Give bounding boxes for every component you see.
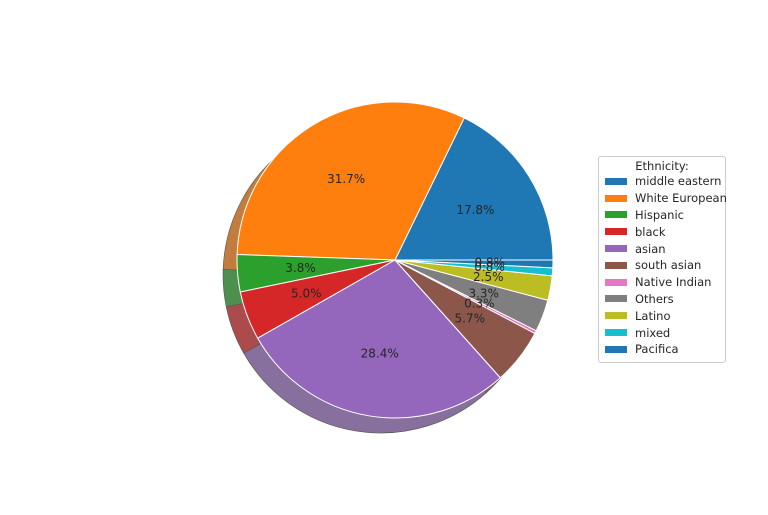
legend-item-south-asian: south asian xyxy=(599,257,725,274)
pct-label-hispanic: 3.8% xyxy=(285,261,316,275)
legend-label: south asian xyxy=(635,258,702,273)
legend-label: Hispanic xyxy=(635,207,684,222)
legend-swatch xyxy=(605,329,627,337)
pie-slices xyxy=(236,101,554,419)
pct-label-white-european: 31.7% xyxy=(327,172,365,186)
legend-title: Ethnicity: xyxy=(635,159,689,173)
slice-asian xyxy=(257,259,501,419)
pct-label-middle-eastern: 17.8% xyxy=(456,203,494,217)
legend-swatch xyxy=(605,261,627,269)
legend-swatch xyxy=(605,194,627,202)
pct-label-pacifica: 0.8% xyxy=(475,255,506,269)
legend-item-middle-eastern: middle eastern xyxy=(599,173,725,190)
slice-pacifica xyxy=(394,259,554,269)
legend-item-white-european: White European xyxy=(599,190,727,207)
pct-label-asian: 28.4% xyxy=(361,347,399,361)
legend-swatch xyxy=(605,245,627,253)
slice-middle-eastern xyxy=(394,117,554,261)
legend-label: Pacifica xyxy=(635,342,679,357)
legend-label: middle eastern xyxy=(635,174,722,189)
legend-item-native-indian: Native Indian xyxy=(599,274,725,291)
pct-label-mixed: 0.8% xyxy=(474,260,505,274)
legend-items: middle eastern White European Hispanic blac… xyxy=(599,173,727,358)
legend: Ethnicity: middle eastern White European H… xyxy=(598,156,727,363)
legend-label: black xyxy=(635,224,666,239)
legend-label: mixed xyxy=(635,325,671,340)
legend-item-asian: asian xyxy=(599,240,725,257)
slice-white-european xyxy=(236,101,465,261)
legend-swatch xyxy=(605,228,627,236)
legend-item-mixed: mixed xyxy=(599,324,725,341)
legend-label: White European xyxy=(635,191,727,206)
legend-label: Native Indian xyxy=(635,275,712,290)
pct-label-native-indian: 0.3% xyxy=(464,296,495,310)
pie-labels: 17.8% 31.7% 3.8% 5.0% 28.4% 5.7%0.3%3.3% 2.5%0… xyxy=(285,172,505,361)
legend-label: asian xyxy=(635,241,666,256)
pct-label-latino: 2.5% xyxy=(473,270,504,284)
pct-label-others: 3.3% xyxy=(468,286,499,300)
pct-label-south-asian: 5.7% xyxy=(455,311,486,325)
legend-item-others: Others xyxy=(599,291,725,308)
legend-item-black: black xyxy=(599,223,725,240)
legend-swatch xyxy=(605,295,627,303)
legend-swatch xyxy=(605,278,627,286)
legend-label: Latino xyxy=(635,308,671,323)
legend-swatch xyxy=(605,211,627,219)
pct-label-black: 5.0% xyxy=(291,286,322,300)
legend-item-hispanic: Hispanic xyxy=(599,207,725,224)
legend-swatch xyxy=(605,177,627,185)
legend-swatch xyxy=(605,312,627,320)
legend-item-pacifica: Pacifica xyxy=(599,341,725,358)
legend-label: Others xyxy=(635,291,674,306)
legend-item-latino: Latino xyxy=(599,307,725,324)
legend-swatch xyxy=(605,345,627,353)
